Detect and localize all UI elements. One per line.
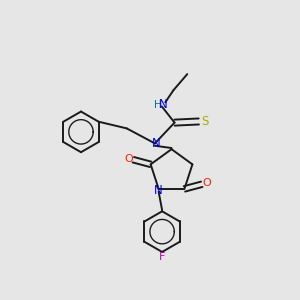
Text: N: N — [152, 137, 161, 150]
Text: F: F — [159, 252, 165, 262]
Text: O: O — [124, 154, 133, 164]
Text: O: O — [202, 178, 211, 188]
Text: H: H — [154, 100, 162, 110]
Text: S: S — [201, 115, 208, 128]
Text: N: N — [154, 184, 163, 196]
Text: N: N — [159, 98, 168, 111]
